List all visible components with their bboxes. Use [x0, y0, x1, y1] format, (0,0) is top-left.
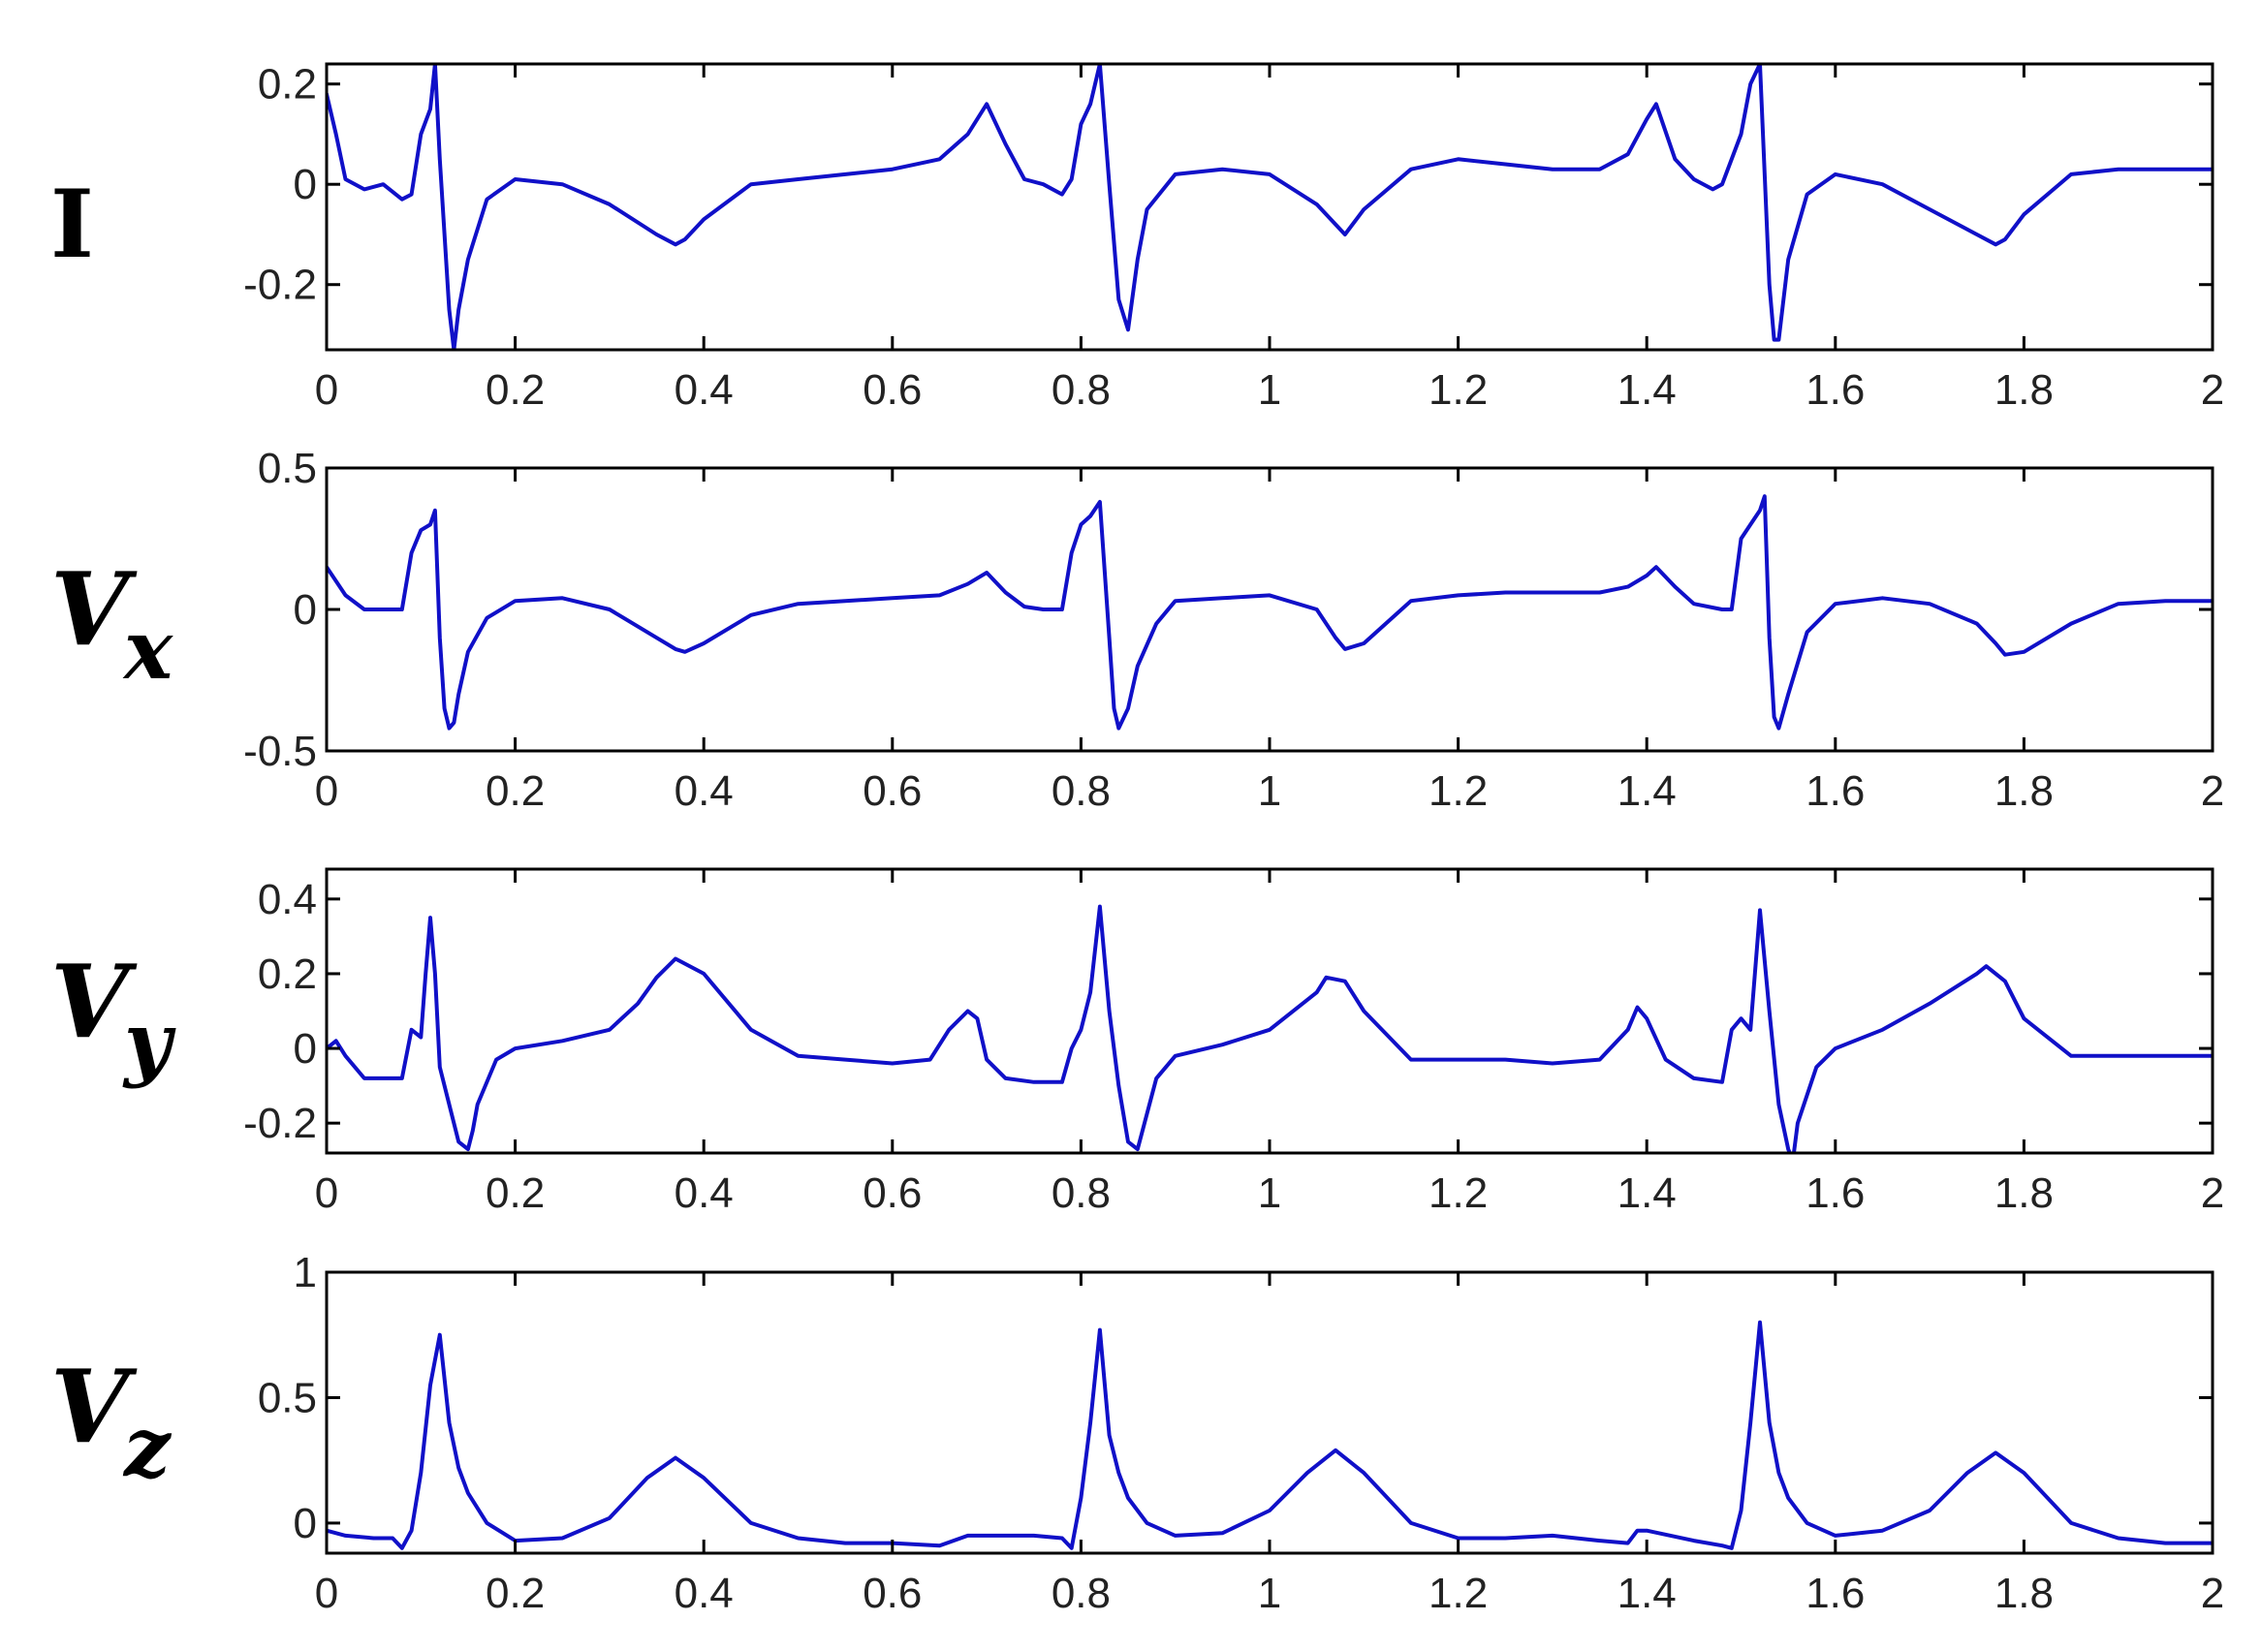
- x-tick-label: 2: [2201, 767, 2224, 815]
- x-tick-label: 1.6: [1806, 1570, 1865, 1617]
- lead-label: V: [50, 1347, 138, 1466]
- x-tick-label: 0.6: [863, 1169, 922, 1217]
- ecg-panel-3: Vy 0 0.2 0.4 0.6 0.8 1 1.2 1.4 1.6 1.8 2 -0.2 0 0.2 0.4: [50, 867, 2224, 1217]
- y-tick-label: 0.5: [258, 1374, 317, 1421]
- ecg-panel-1: I 0 0.2 0.4 0.6 0.8 1 1.2 1.4 1.6 1.8 2 -0.2 0 0.2: [50, 61, 2224, 414]
- lead-label-main: V: [50, 549, 138, 669]
- ecg-trace: [327, 64, 2213, 350]
- x-tick-label: 0: [315, 1570, 338, 1617]
- x-tick-label: 1: [1258, 767, 1281, 815]
- x-tick-label: 1: [1258, 1570, 1281, 1617]
- x-tick-label: 0: [315, 767, 338, 815]
- y-tick-label: 0.2: [258, 951, 317, 998]
- x-tick-label: 1.6: [1806, 767, 1865, 815]
- lead-label-main: V: [50, 1347, 138, 1466]
- y-tick-label: 0: [294, 1025, 317, 1073]
- plot-frame: [325, 62, 2214, 352]
- lead-label: V: [50, 549, 138, 669]
- lead-label-main: I: [50, 170, 94, 279]
- x-tick-label: 1.4: [1617, 1570, 1677, 1617]
- y-tick-label: 0: [294, 586, 317, 634]
- x-tick-label: 0.4: [675, 1169, 734, 1217]
- x-tick-label: 0.8: [1052, 767, 1111, 815]
- y-tick-label: -0.2: [243, 1100, 317, 1147]
- x-tick-label: 0.8: [1052, 1169, 1111, 1217]
- x-tick-label: 0: [315, 1169, 338, 1217]
- x-tick-label: 1.2: [1429, 1169, 1488, 1217]
- x-tick-label: 0: [315, 366, 338, 414]
- x-tick-label: 0.2: [486, 366, 545, 414]
- x-tick-label: 1.8: [1994, 1169, 2054, 1217]
- x-tick-label: 1.2: [1429, 366, 1488, 414]
- y-tick-label: 0: [294, 161, 317, 208]
- x-tick-label: 0.4: [675, 767, 734, 815]
- lead-label-main: V: [50, 942, 138, 1061]
- x-tick-label: 0.6: [863, 366, 922, 414]
- x-tick-label: 1.2: [1429, 1570, 1488, 1617]
- ecg-panel-2: Vx0 0.2 0.4 0.6 0.8 1 1.2 1.4 1.6 1.8 2-0.500.5: [50, 445, 2224, 815]
- x-tick-label: 0.6: [863, 1570, 922, 1617]
- ecg-trace: [327, 904, 2213, 1153]
- ecg-trace: [327, 1320, 2213, 1550]
- lead-label-subscript: z: [122, 1399, 173, 1495]
- x-tick-label: 0.4: [675, 366, 734, 414]
- x-tick-label: 1.8: [1994, 366, 2054, 414]
- x-tick-label: 1: [1258, 366, 1281, 414]
- ecg-panel-4: Vz 0 0.2 0.4 0.6 0.8 1 1.2 1.4 1.6 1.8 2 0 0.5 1: [50, 1249, 2224, 1617]
- x-tick-label: 2: [2201, 1169, 2224, 1217]
- x-tick-label: 0.2: [486, 1570, 545, 1617]
- lead-label-subscript: y: [122, 994, 176, 1090]
- lead-label-subscript: x: [122, 602, 173, 698]
- lead-label: I: [50, 170, 94, 279]
- y-tick-label: 0.2: [258, 61, 317, 109]
- y-tick-label: 0.4: [258, 876, 317, 923]
- x-tick-label: 1.4: [1617, 767, 1677, 815]
- x-tick-label: 2: [2201, 1570, 2224, 1617]
- x-tick-label: 1.6: [1806, 1169, 1865, 1217]
- y-tick-label: -0.5: [243, 728, 317, 775]
- x-tick-label: 1.4: [1617, 366, 1677, 414]
- x-tick-label: 0.8: [1052, 366, 1111, 414]
- x-tick-label: 1.4: [1617, 1169, 1677, 1217]
- y-tick-label: 1: [294, 1249, 317, 1296]
- x-tick-label: 1.6: [1806, 366, 1865, 414]
- x-tick-label: 2: [2201, 366, 2224, 414]
- x-tick-label: 0.6: [863, 767, 922, 815]
- x-tick-label: 0.2: [486, 767, 545, 815]
- ecg-trace: [327, 494, 2213, 731]
- plot-frame: [325, 867, 2214, 1155]
- x-tick-label: 1.8: [1994, 767, 2054, 815]
- y-tick-label: -0.2: [243, 262, 317, 309]
- x-tick-label: 1: [1258, 1169, 1281, 1217]
- x-tick-label: 1.8: [1994, 1570, 2054, 1617]
- y-tick-label: 0.5: [258, 445, 317, 492]
- y-tick-label: 0: [294, 1500, 317, 1547]
- x-tick-label: 0.4: [675, 1570, 734, 1617]
- x-tick-label: 0.2: [486, 1169, 545, 1217]
- x-tick-label: 1.2: [1429, 767, 1488, 815]
- lead-label: V: [50, 942, 138, 1061]
- x-tick-label: 0.8: [1052, 1570, 1111, 1617]
